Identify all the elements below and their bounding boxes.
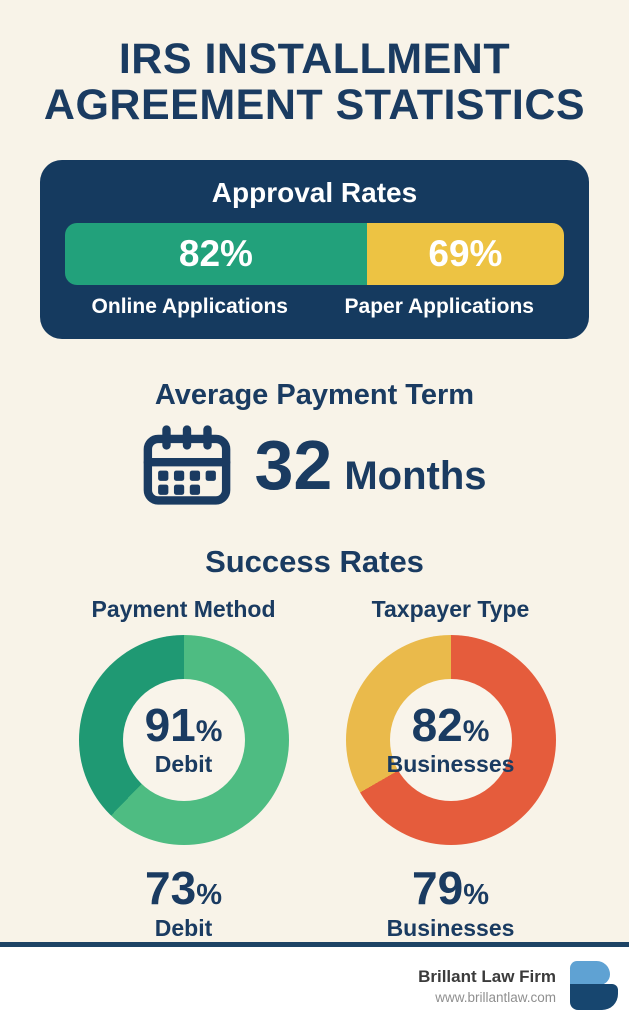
taxpayer-type-donut: 82% Businesses <box>345 635 556 845</box>
taxpayer-type-donut-hole: 82% Businesses <box>386 679 515 801</box>
footer-section: Brillant Law Firm www.brillantlaw.com <box>0 942 629 1024</box>
approval-rates-bar: 82% 69% <box>65 223 564 285</box>
brillant-law-b-logo <box>570 960 620 1011</box>
payment-method-center-label: Debit <box>154 751 213 777</box>
bar-value-online: 82% <box>178 233 253 274</box>
payment-method-title: Payment Method <box>91 596 276 622</box>
payment-method-center-unit: % <box>195 715 223 748</box>
bar-label-online: Online Applications <box>91 295 288 318</box>
payment-method-stat-number: 73 <box>145 862 197 914</box>
payment-term-value-group: 32 Months <box>254 425 486 505</box>
payment-term-section: Average Payment Term <box>0 379 629 506</box>
bar-segment-online: 82% <box>65 223 367 285</box>
payment-method-stat-unit: % <box>196 879 222 911</box>
bar-labels-row: Online Applications Paper Applications <box>65 295 564 319</box>
approval-rates-title: Approval Rates <box>211 177 418 208</box>
success-rates-heading: Success Rates <box>205 544 424 579</box>
success-charts-row: Payment Method 91% Debit 73% Debit Taxpa… <box>0 596 629 942</box>
taxpayer-type-center-value: 82% <box>412 702 490 748</box>
taxpayer-type-center-unit: % <box>462 715 490 748</box>
footer-text-block: Brillant Law Firm www.brillantlaw.com <box>418 967 556 1005</box>
taxpayer-type-chart: Taxpayer Type 82% Businesses 79% Busines… <box>317 596 584 942</box>
logo-top-lobe <box>570 960 610 985</box>
success-rates-section: Success Rates Payment Method 91% Debit 7… <box>0 544 629 942</box>
footer-divider <box>0 942 629 947</box>
payment-method-stat-label: Debit <box>154 915 213 941</box>
payment-method-donut-hole: 91% Debit <box>122 679 245 801</box>
payment-method-stat-value: 73% <box>50 865 317 911</box>
payment-term-row: 32 Months <box>0 424 629 506</box>
calendar-icon <box>144 425 231 505</box>
page-title: IRS INSTALLMENT AGREEMENT STATISTICS <box>43 35 586 129</box>
bar-value-paper: 69% <box>428 233 503 274</box>
payment-method-center-value: 91% <box>145 702 223 748</box>
payment-term-value: 32 <box>254 426 333 504</box>
firm-website: www.brillantlaw.com <box>435 989 556 1005</box>
taxpayer-type-title: Taxpayer Type <box>371 596 530 622</box>
taxpayer-type-stat-unit: % <box>463 879 489 911</box>
footer-bar: Brillant Law Firm www.brillantlaw.com <box>0 947 629 1024</box>
firm-name: Brillant Law Firm <box>418 966 556 986</box>
bar-label-paper: Paper Applications <box>344 295 534 318</box>
taxpayer-type-center-number: 82 <box>411 699 463 751</box>
payment-method-chart: Payment Method 91% Debit 73% Debit <box>50 596 317 942</box>
taxpayer-type-stat-label: Businesses <box>386 915 515 941</box>
taxpayer-type-stat-value: 79% <box>317 865 584 911</box>
taxpayer-type-center-label: Businesses <box>386 751 515 777</box>
payment-method-center-number: 91 <box>144 699 196 751</box>
payment-term-heading: Average Payment Term <box>154 379 475 411</box>
payment-term-unit: Months <box>344 454 487 498</box>
approval-rates-card: Approval Rates 82% 69% Online Applicatio… <box>40 160 589 339</box>
bar-segment-paper: 69% <box>366 223 564 285</box>
taxpayer-type-stat-number: 79 <box>412 862 464 914</box>
payment-method-donut: 91% Debit <box>78 635 289 845</box>
logo-bottom-lobe <box>570 983 618 1010</box>
